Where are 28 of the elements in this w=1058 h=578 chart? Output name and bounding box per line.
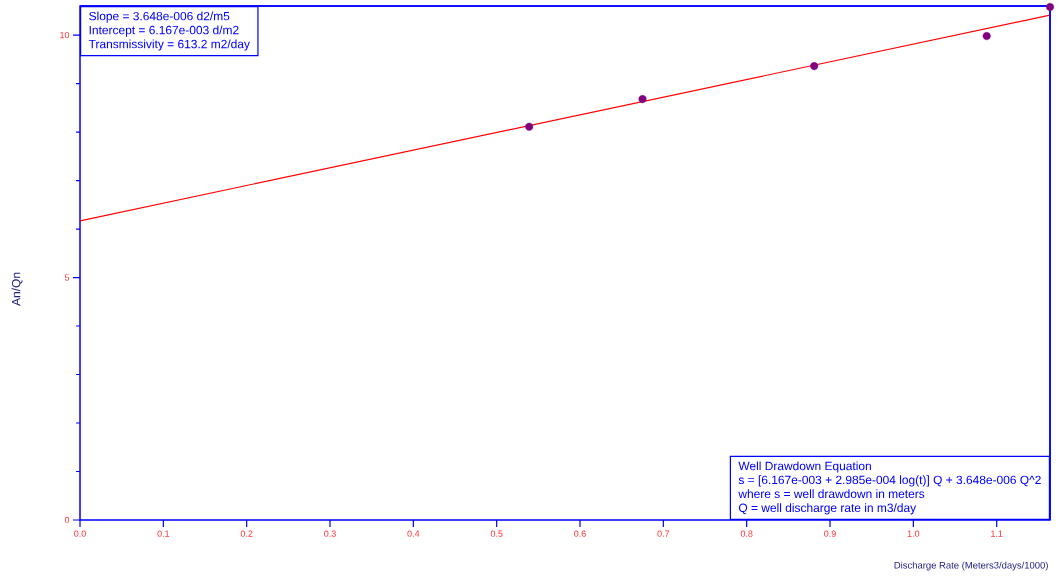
annotation: s = [6.167e-003 + 2.985e-004 log(t)] Q + 3.648e-006 Q^2	[738, 475, 1041, 487]
x-tick-label: 0.3	[324, 530, 336, 537]
x-tick-label: 0.6	[574, 530, 586, 537]
y-tick-label: 0	[64, 516, 70, 524]
y-tick-label: 10	[60, 31, 70, 39]
point	[982, 32, 991, 41]
x-tick-label: 0.7	[657, 530, 670, 537]
point	[638, 95, 647, 104]
x-axis-title: Discharge Rate (Meters3/days/1000)	[894, 561, 1048, 571]
x-tick-label: 0.4	[407, 530, 420, 537]
x-tick-label: 1.0	[907, 530, 920, 537]
x-tick-label: 0.2	[240, 530, 253, 537]
x-tick-label: 0.5	[490, 530, 503, 537]
annotation: Transmissivity = 613.2 m2/day	[88, 39, 250, 51]
annotation: Well Drawdown Equation	[738, 461, 871, 473]
y-axis-title: An/Qn	[11, 272, 23, 306]
x-tick-label: 0.0	[74, 530, 86, 537]
x-tick-label: 0.1	[157, 530, 170, 537]
x-tick-label: 0.8	[740, 530, 753, 537]
point	[525, 122, 534, 131]
annotation: Intercept = 6.167e-003 d/m2	[89, 25, 239, 37]
y-tick-label: 5	[64, 274, 70, 281]
x-tick-label: 0.9	[824, 530, 836, 537]
x-tick-label: 1.1	[991, 530, 1003, 537]
annotation: where s = well drawdown in meters	[738, 489, 925, 499]
annotation: Slope = 3.648e-006 d2/m5	[89, 11, 230, 23]
annotation: Q = well discharge rate in m3/day	[738, 503, 917, 515]
point	[810, 62, 819, 71]
